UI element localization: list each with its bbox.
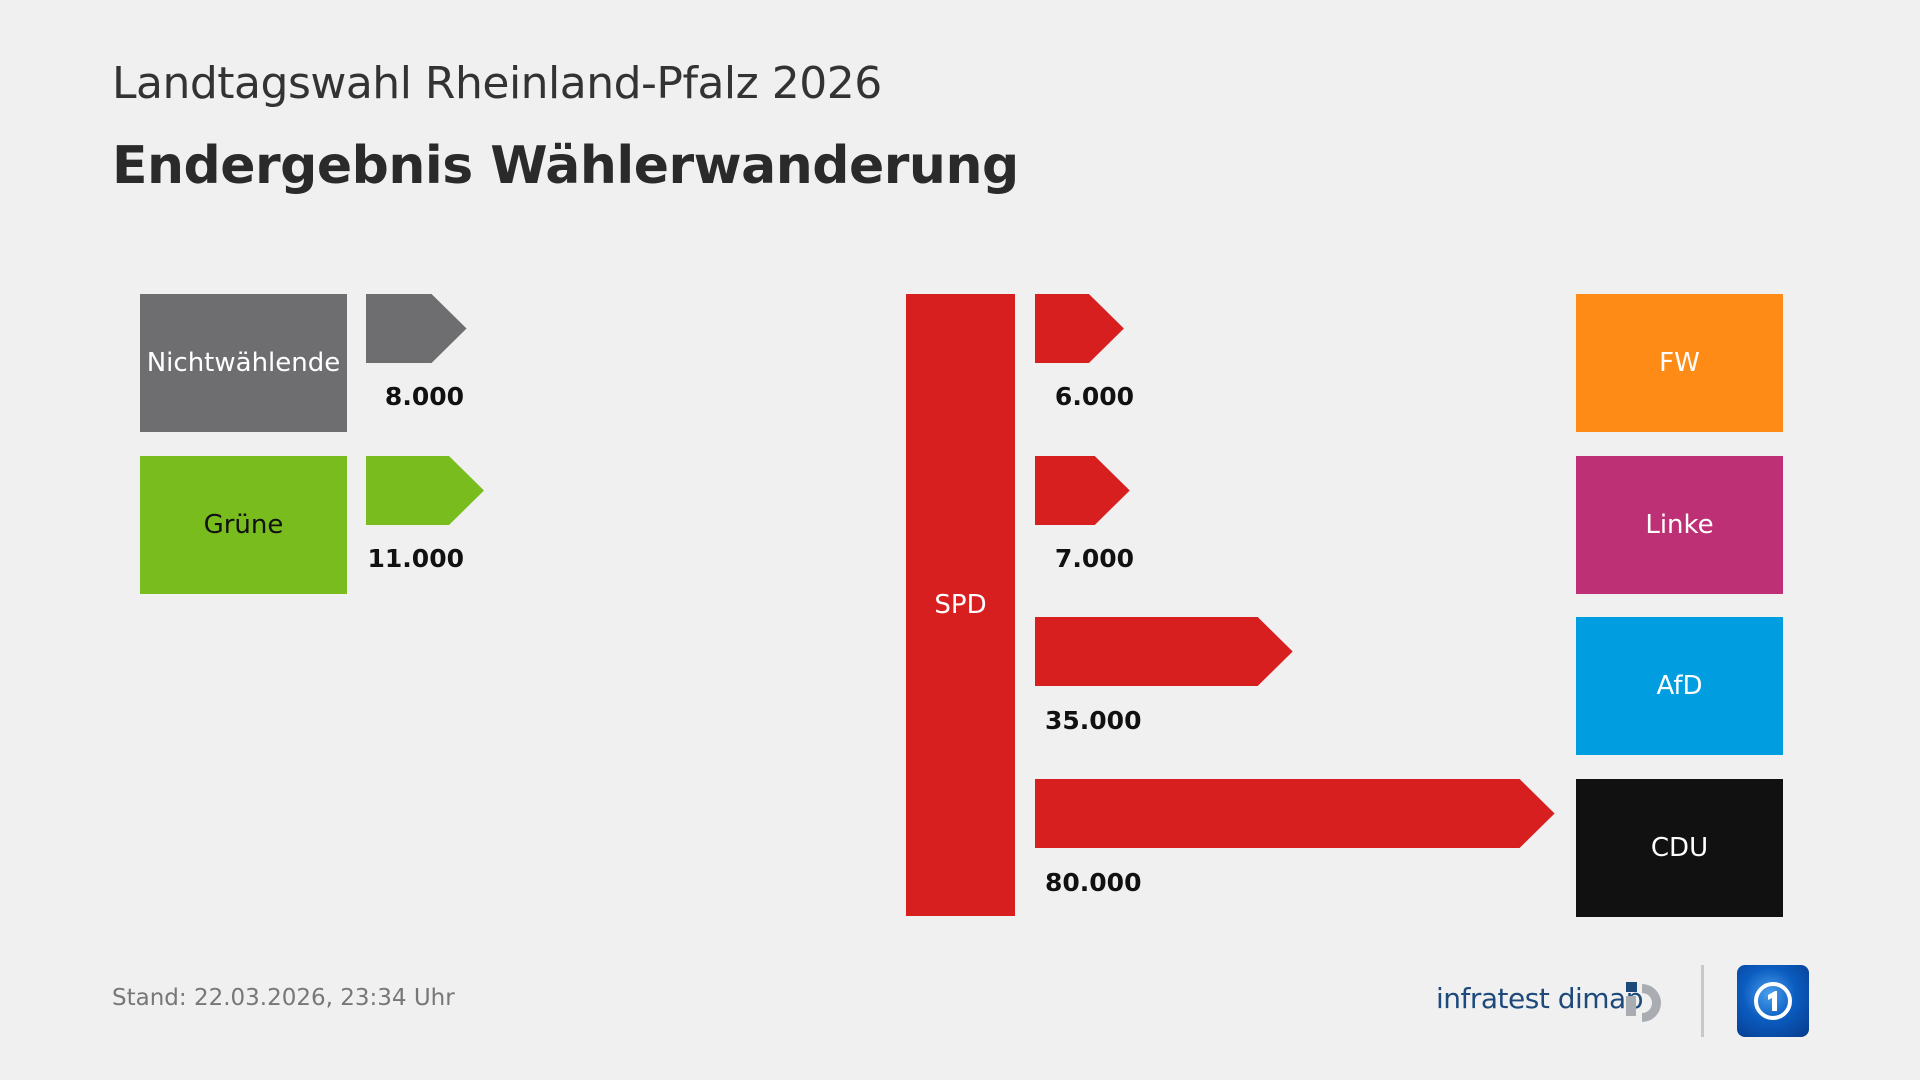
outflow-arrow-0 <box>1035 294 1124 363</box>
outflow-arrow-1 <box>1035 456 1130 525</box>
tagesschau-globe-icon <box>1754 982 1792 1020</box>
timestamp: Stand: 22.03.2026, 23:34 Uhr <box>112 985 455 1011</box>
chart-subtitle: Landtagswahl Rheinland-Pfalz 2026 <box>112 58 882 109</box>
value-label: 11.000 <box>367 544 464 573</box>
inflow-arrow-0 <box>366 294 467 363</box>
value-label: 80.000 <box>1045 868 1142 897</box>
infratest-dimap-logo: infratest dimap <box>1436 982 1643 1015</box>
target-label: CDU <box>1650 833 1709 863</box>
value-label: 35.000 <box>1045 706 1142 735</box>
infratest-dimap-icon <box>1626 982 1662 1022</box>
target-box-afd: AfD <box>1576 617 1783 755</box>
party-column-spd: SPD <box>906 294 1015 916</box>
tagesschau-icon <box>1737 965 1809 1037</box>
outflow-arrow-2 <box>1035 617 1293 686</box>
outflow-arrow-3 <box>1035 779 1555 848</box>
target-box-fw: FW <box>1576 294 1783 432</box>
source-box-gruene: Grüne <box>140 456 347 594</box>
value-label: 8.000 <box>384 382 464 411</box>
target-label: Linke <box>1645 510 1714 540</box>
source-label: Nichtwählende <box>146 348 341 378</box>
inflow-arrow-1 <box>366 456 484 525</box>
target-box-cdu: CDU <box>1576 779 1783 917</box>
target-label: AfD <box>1656 671 1703 701</box>
target-box-linke: Linke <box>1576 456 1783 594</box>
value-label: 7.000 <box>1054 544 1134 573</box>
target-label: FW <box>1659 348 1700 378</box>
party-label: SPD <box>934 590 987 620</box>
value-label: 6.000 <box>1054 382 1134 411</box>
logo-divider <box>1701 965 1704 1037</box>
source-label: Grüne <box>203 510 284 540</box>
source-box-nichtwaehlende: Nichtwählende <box>140 294 347 432</box>
chart-title: Endergebnis Wählerwanderung <box>112 136 1019 196</box>
